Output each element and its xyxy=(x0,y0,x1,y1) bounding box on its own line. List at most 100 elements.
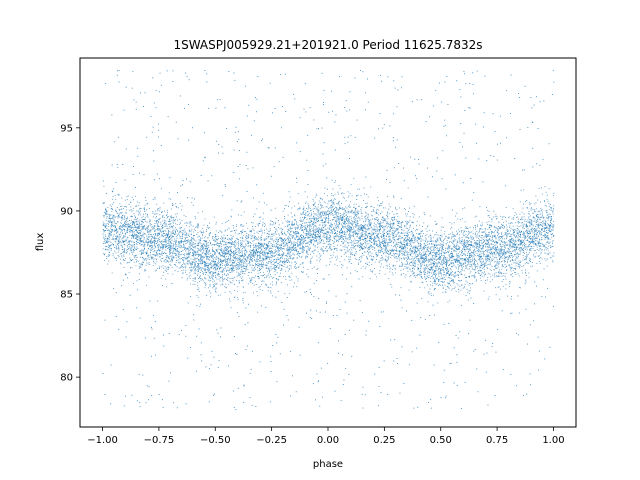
data-point xyxy=(123,218,125,220)
data-point xyxy=(487,239,489,241)
data-point xyxy=(214,240,216,241)
data-point xyxy=(302,246,304,247)
data-point xyxy=(366,243,368,245)
data-point xyxy=(533,236,535,237)
data-point xyxy=(346,219,348,221)
data-point xyxy=(165,249,167,251)
data-point xyxy=(320,230,322,232)
data-point xyxy=(245,259,247,261)
data-point xyxy=(498,255,500,257)
data-point xyxy=(314,222,316,224)
data-point xyxy=(214,289,216,291)
data-point xyxy=(110,219,111,221)
data-point xyxy=(358,259,360,261)
data-point xyxy=(473,249,475,251)
data-point xyxy=(508,248,510,250)
data-point xyxy=(445,266,447,267)
data-point xyxy=(541,229,543,231)
data-point xyxy=(312,250,314,252)
data-point xyxy=(322,214,324,216)
data-point xyxy=(548,217,550,219)
data-point xyxy=(185,271,186,273)
data-point xyxy=(171,260,173,262)
data-point xyxy=(184,234,186,236)
data-point xyxy=(131,210,133,212)
data-point xyxy=(435,247,437,248)
data-point xyxy=(379,226,381,228)
data-point xyxy=(404,276,406,278)
data-point xyxy=(145,240,147,242)
data-point xyxy=(218,238,219,240)
data-point xyxy=(182,233,184,234)
data-point xyxy=(224,255,226,257)
data-point xyxy=(276,246,278,248)
data-point xyxy=(119,236,121,238)
data-point xyxy=(188,276,190,278)
data-point xyxy=(481,228,483,230)
data-point xyxy=(200,238,201,240)
data-point xyxy=(455,245,457,246)
data-point xyxy=(278,253,280,255)
data-point xyxy=(413,216,414,218)
data-point xyxy=(187,257,189,259)
data-point xyxy=(121,226,123,228)
data-point xyxy=(169,264,171,265)
data-point xyxy=(161,211,163,213)
data-point xyxy=(380,235,382,237)
data-point xyxy=(550,225,551,227)
data-point xyxy=(351,241,353,243)
data-point xyxy=(451,280,453,281)
data-point xyxy=(119,239,121,241)
data-point xyxy=(252,250,254,252)
data-point xyxy=(365,240,367,241)
data-point xyxy=(248,235,250,237)
data-point xyxy=(402,247,404,249)
data-point xyxy=(403,235,405,236)
data-point xyxy=(267,253,269,255)
data-point xyxy=(400,240,402,242)
data-point xyxy=(221,267,223,269)
data-point xyxy=(353,226,355,228)
data-point xyxy=(410,248,411,250)
data-point xyxy=(152,241,153,243)
data-point xyxy=(154,223,156,224)
data-point xyxy=(339,238,341,239)
data-point xyxy=(242,253,243,255)
data-point xyxy=(399,246,401,248)
data-point xyxy=(363,254,365,256)
data-point xyxy=(235,252,237,253)
data-point xyxy=(104,226,106,228)
data-point xyxy=(517,234,519,235)
data-point xyxy=(193,247,195,249)
data-point xyxy=(302,212,304,214)
data-point xyxy=(349,242,351,243)
data-point xyxy=(120,209,122,210)
data-point xyxy=(326,240,328,242)
data-point xyxy=(312,208,314,210)
data-point xyxy=(170,243,172,245)
data-point xyxy=(428,268,430,270)
data-point xyxy=(514,259,516,261)
data-point xyxy=(367,249,369,250)
data-point xyxy=(316,214,318,216)
data-point xyxy=(313,233,314,235)
data-point xyxy=(110,225,112,227)
data-point xyxy=(527,235,529,236)
data-point xyxy=(170,208,172,210)
data-point xyxy=(435,254,437,256)
data-point xyxy=(104,215,106,217)
data-point xyxy=(170,238,172,240)
data-point xyxy=(546,211,547,213)
data-point xyxy=(190,270,192,272)
data-point xyxy=(215,234,217,236)
data-point xyxy=(132,223,134,225)
data-point xyxy=(489,238,490,240)
data-point xyxy=(443,238,445,240)
data-point xyxy=(116,247,118,249)
data-point xyxy=(300,242,302,244)
data-point xyxy=(222,237,223,239)
data-point xyxy=(251,254,253,256)
data-point xyxy=(481,264,483,266)
data-point xyxy=(293,235,295,237)
data-point xyxy=(384,245,386,247)
